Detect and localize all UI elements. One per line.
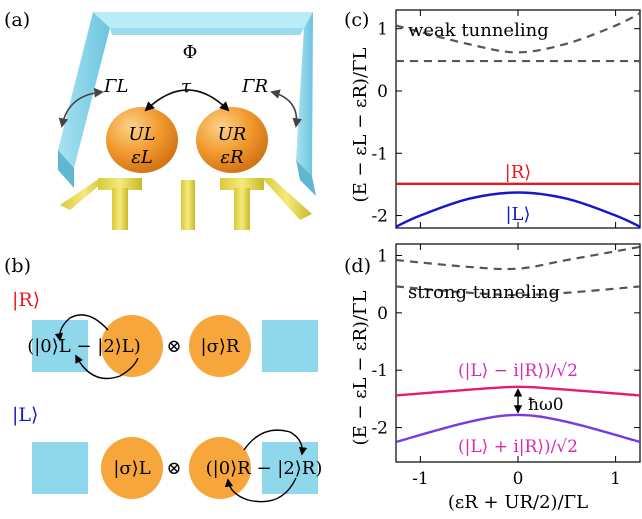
panel-d-xtick-label: -1: [412, 469, 429, 489]
panel-label-a: (a): [4, 9, 30, 31]
gate-electrodes: [60, 178, 312, 230]
gap-label: ħω0: [528, 395, 564, 415]
lead-right-R: [262, 320, 318, 372]
gamma-right-arrow: [270, 89, 302, 128]
panel-d-xtick-label: 1: [610, 469, 621, 489]
dot-left-U: UL: [128, 124, 155, 145]
panel-c-ytick-label: -2: [371, 207, 388, 227]
panel-d-ytick-label: -2: [371, 419, 388, 439]
panel-a: (a) Φ τ ΓL ΓR UL: [4, 9, 316, 230]
dot-left-eps: εL: [131, 147, 153, 168]
loop-arrow-R-top: [54, 314, 109, 342]
panel-label-d: (d): [344, 255, 371, 277]
sigma-R: |σ⟩R: [201, 336, 240, 357]
plot-d: 1 0 -1 -2 -1 0 1: [371, 244, 640, 489]
superpos-R: (|0⟩L − |2⟩L): [27, 336, 141, 357]
panel-b: (b) |R⟩ (|0⟩L − |2⟩L) ⊗ |σ⟩R |L⟩ |σ⟩L ⊗ …: [4, 255, 323, 503]
dot-right-R: [189, 315, 251, 377]
panel-c: (c) (E − εL − εR)/ΓL 1 0 -1 -2 weak tunneli…: [344, 9, 641, 229]
state-R-label: |R⟩: [12, 289, 40, 311]
panel-d-ytick-label: 1: [377, 246, 388, 266]
panel-d-ytick-label: -1: [371, 361, 388, 381]
loop-arrow-R-bottom: [75, 354, 139, 380]
ylabel-d: (E − εL − εR)/ΓL: [350, 291, 371, 446]
flux-label: Φ: [183, 42, 198, 63]
gamma-left-label: ΓL: [103, 76, 128, 97]
plot-c: 1 0 -1 -2: [371, 10, 640, 228]
ylabel-c: (E − εL − εR)/ΓL: [350, 48, 371, 203]
panel-d-series-1: [396, 413, 640, 444]
quantum-dot-right: [196, 107, 268, 173]
panel-c-ytick-label: 1: [377, 20, 388, 40]
gamma-right-label: ΓR: [241, 76, 268, 97]
tau-arrow: [144, 89, 230, 112]
panel-d-xtick-label: 0: [513, 469, 524, 489]
panel-c-ytick-label: 0: [377, 82, 388, 102]
tensor-R: ⊗: [166, 336, 181, 357]
dot-left-R: [101, 315, 163, 377]
panel-label-c: (c): [344, 9, 369, 31]
quantum-dot-left: [106, 107, 178, 173]
axes-c: [395, 9, 641, 229]
label-upper-d: (|L⟩ − i|R⟩)/√2: [458, 361, 578, 381]
tensor-L: ⊗: [166, 458, 181, 479]
lead-left-L: [32, 442, 88, 494]
panel-c-series-1: [396, 191, 640, 228]
label-L-c: |L⟩: [505, 204, 530, 225]
lead-right-L: [262, 442, 318, 494]
panel-d-ytick-label: 0: [377, 304, 388, 324]
dot-right-L: [189, 437, 251, 499]
state-L-label: |L⟩: [12, 404, 38, 426]
dot-right-U: UR: [218, 124, 247, 145]
panel-label-b: (b): [4, 255, 31, 277]
label-R-c: |R⟩: [505, 162, 532, 183]
gamma-left-arrow: [58, 87, 104, 128]
panel-d: (d) (E − εL − εR)/ΓL 1 0 -1 -2 -1 0 1 strong t…: [344, 243, 641, 513]
axes-d: [395, 243, 641, 463]
dot-right-eps: εR: [220, 147, 243, 168]
lead-arch: [58, 12, 316, 196]
panel-d-series-2: [396, 285, 640, 297]
title-c: weak tunneling: [408, 20, 549, 41]
panel-c-series-3: [396, 12, 640, 54]
xlabel-d: (εR + UR/2)/ΓL: [448, 492, 588, 513]
loop-arrow-L-bottom: [224, 477, 297, 503]
loop-arrow-L-top: [243, 429, 308, 456]
label-lower-d: (|L⟩ + i|R⟩)/√2: [458, 437, 578, 457]
panel-c-ytick-label: -1: [371, 144, 388, 164]
superpos-L: (|0⟩R − |2⟩R): [206, 458, 323, 479]
sigma-L: |σ⟩L: [113, 458, 150, 479]
title-d: strong tunneling: [408, 282, 560, 303]
tau-label: τ: [181, 76, 192, 97]
panel-d-series-3: [396, 245, 640, 271]
dot-left-L: [101, 437, 163, 499]
panel-d-series-0: [396, 385, 640, 397]
